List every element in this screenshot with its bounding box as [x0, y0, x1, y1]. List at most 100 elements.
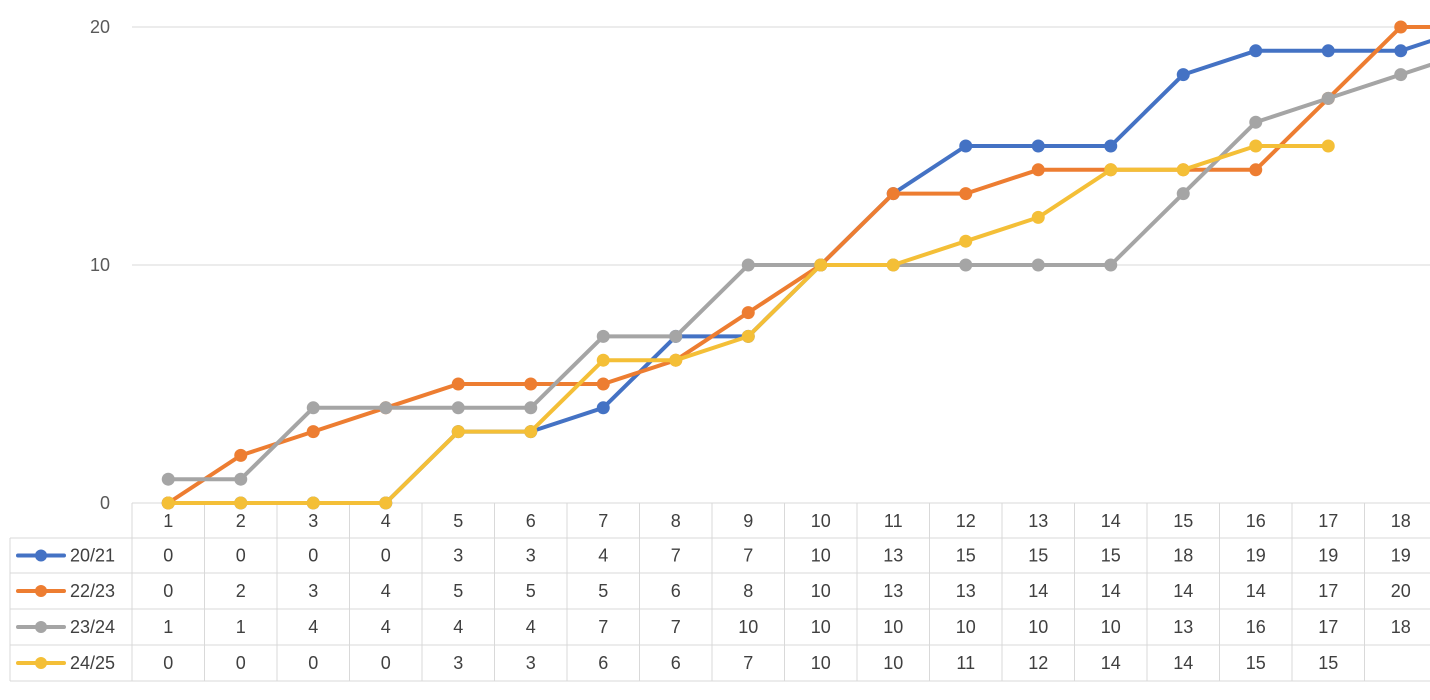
- data-table-cell: 5: [453, 581, 463, 601]
- data-point: [306, 496, 320, 510]
- y-tick-label: 0: [100, 493, 110, 513]
- data-table-cell: 1: [236, 617, 246, 637]
- x-tick-label: 15: [1173, 511, 1193, 531]
- data-table-cell: 13: [883, 581, 903, 601]
- data-table-cell: 3: [453, 653, 463, 673]
- data-point: [1394, 20, 1408, 34]
- data-table-cell: 10: [738, 617, 758, 637]
- data-table-cell: 16: [1246, 617, 1266, 637]
- data-table-cell: 3: [453, 546, 463, 566]
- data-point: [959, 187, 973, 201]
- data-table-cell: 0: [308, 653, 318, 673]
- x-tick-label: 8: [671, 511, 681, 531]
- data-table-cell: 3: [526, 546, 536, 566]
- data-point: [1031, 258, 1045, 272]
- data-point: [1176, 68, 1190, 82]
- data-table-cell: 14: [1101, 653, 1121, 673]
- data-point: [161, 472, 175, 486]
- data-point: [1249, 44, 1263, 58]
- data-table-cell: 1: [163, 617, 173, 637]
- x-tick-label: 2: [236, 511, 246, 531]
- data-point: [451, 377, 465, 391]
- data-point: [959, 234, 973, 248]
- data-point: [524, 401, 538, 415]
- data-table-cell: 19: [1246, 546, 1266, 566]
- data-point: [669, 353, 683, 367]
- x-tick-label: 17: [1318, 511, 1338, 531]
- data-table-cell: 7: [743, 546, 753, 566]
- legend-label: 24/25: [70, 653, 115, 673]
- data-table-cell: 10: [811, 546, 831, 566]
- data-point: [596, 329, 610, 343]
- data-table-cell: 4: [453, 617, 463, 637]
- data-point: [1321, 91, 1335, 105]
- data-table-cell: 8: [743, 581, 753, 601]
- data-table-cell: 13: [883, 546, 903, 566]
- data-table-cell: 19: [1391, 546, 1411, 566]
- data-point: [814, 258, 828, 272]
- data-table-cell: 2: [236, 581, 246, 601]
- data-table-cell: 19: [1318, 546, 1338, 566]
- series-lines: [161, 20, 1430, 510]
- data-point: [669, 329, 683, 343]
- data-table-cell: 4: [381, 617, 391, 637]
- data-table-cell: 0: [381, 546, 391, 566]
- data-point: [306, 401, 320, 415]
- y-tick-label: 20: [90, 17, 110, 37]
- x-tick-label: 12: [956, 511, 976, 531]
- x-tick-label: 7: [598, 511, 608, 531]
- data-table-cell: 6: [598, 653, 608, 673]
- data-table-cell: 13: [956, 581, 976, 601]
- data-point: [1394, 44, 1408, 58]
- data-point: [234, 472, 248, 486]
- x-tick-label: 18: [1391, 511, 1411, 531]
- legend-key-marker: [35, 549, 47, 562]
- x-tick-label: 9: [743, 511, 753, 531]
- data-point: [234, 496, 248, 510]
- data-point: [1249, 115, 1263, 129]
- data-table-cell: 3: [308, 581, 318, 601]
- data-point: [451, 401, 465, 415]
- data-table-cell: 0: [381, 653, 391, 673]
- data-table-cell: 13: [1173, 617, 1193, 637]
- x-tick-label: 5: [453, 511, 463, 531]
- data-point: [741, 329, 755, 343]
- data-table-cell: 0: [163, 546, 173, 566]
- data-table-cell: 10: [811, 581, 831, 601]
- data-point: [1321, 139, 1335, 153]
- legend-key-marker: [35, 621, 47, 633]
- data-table-cell: 4: [308, 617, 318, 637]
- data-table-cell: 14: [1173, 581, 1193, 601]
- data-table-cell: 14: [1173, 653, 1193, 673]
- data-table-cell: 6: [671, 581, 681, 601]
- data-point: [959, 139, 973, 153]
- data-point: [1394, 68, 1408, 82]
- data-point: [596, 353, 610, 367]
- data-point: [1249, 163, 1263, 177]
- data-table-cell: 15: [1101, 546, 1121, 566]
- legend-key-marker: [35, 585, 47, 597]
- data-table-cell: 0: [308, 546, 318, 566]
- data-table-cell: 4: [598, 546, 608, 566]
- data-table-cell: 15: [1318, 653, 1338, 673]
- data-table-cell: 4: [526, 617, 536, 637]
- data-table-cell: 20: [1391, 581, 1411, 601]
- data-point: [741, 258, 755, 272]
- data-table-cell: 10: [1101, 617, 1121, 637]
- data-table-cell: 11: [956, 653, 975, 673]
- x-tick-label: 16: [1246, 511, 1266, 531]
- y-axis: 0 10 20: [90, 17, 110, 513]
- data-point: [1031, 139, 1045, 153]
- data-point: [161, 496, 175, 510]
- data-table-cell: 3: [526, 653, 536, 673]
- data-table-cell: 18: [1391, 617, 1411, 637]
- data-point: [1104, 258, 1118, 272]
- data-table-cell: 0: [236, 546, 246, 566]
- data-point: [379, 496, 393, 510]
- data-table-cell: 10: [956, 617, 976, 637]
- data-table-cell: 10: [811, 617, 831, 637]
- data-table-cell: 7: [743, 653, 753, 673]
- data-point: [234, 448, 248, 462]
